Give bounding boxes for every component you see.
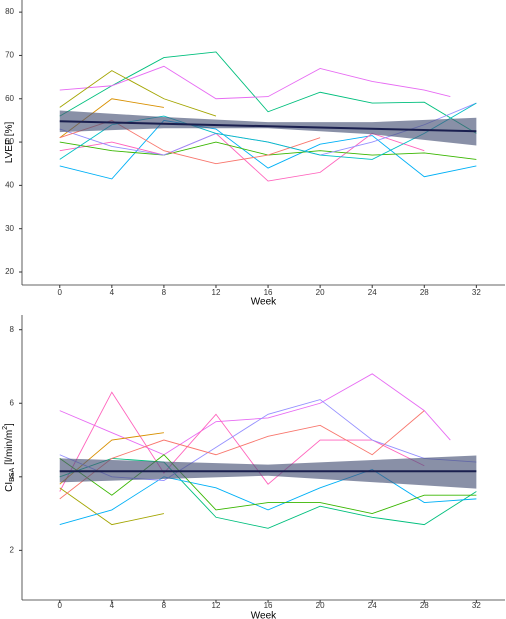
subject-line — [59, 119, 477, 180]
y-axis-title: CIBSA [l/min/m2] — [2, 423, 16, 492]
x-axis-title: Week — [251, 297, 277, 308]
y-title-end: ] — [4, 423, 15, 426]
x-tick-label: 32 — [472, 288, 481, 297]
subject-line — [59, 410, 425, 500]
y-tick-label: 50 — [5, 137, 14, 146]
subject-line — [59, 373, 451, 456]
subject-line — [59, 65, 451, 100]
y-tick-label: 6 — [10, 398, 15, 407]
x-tick-label: 16 — [264, 288, 273, 297]
x-tick-label: 28 — [420, 601, 429, 610]
fit-line — [59, 120, 477, 133]
x-tick-label: 12 — [212, 288, 221, 297]
subject-line — [59, 70, 217, 117]
confidence-band — [59, 110, 477, 146]
y-title-unit: [l/min/m — [4, 430, 15, 465]
y-title-sub: BSA — [9, 468, 16, 482]
y-tick-label: 4 — [10, 472, 15, 481]
x-tick-label: 0 — [58, 288, 63, 297]
subject-line — [59, 454, 477, 515]
x-tick-label: 8 — [162, 601, 167, 610]
x-tick-label: 28 — [420, 288, 429, 297]
x-axis-title: Week — [251, 611, 277, 619]
y-title-main: CI — [4, 482, 15, 492]
x-tick-label: 24 — [368, 601, 377, 610]
x-tick-label: 8 — [162, 288, 167, 297]
subject-line — [59, 391, 425, 492]
x-tick-label: 4 — [110, 601, 115, 610]
x-tick-label: 32 — [472, 601, 481, 610]
subject-line — [59, 51, 477, 134]
y-tick-label: 8 — [10, 325, 15, 334]
y-title-main: LVEF [%] — [4, 122, 15, 164]
subject-line — [59, 468, 477, 526]
y-tick-label: 30 — [5, 224, 14, 233]
subject-line — [59, 132, 425, 182]
y-tick-label: 60 — [5, 94, 14, 103]
y-title-sup: 2 — [2, 426, 9, 430]
y-tick-label: 70 — [5, 51, 14, 60]
subject-line — [59, 487, 164, 526]
x-tick-label: 24 — [368, 288, 377, 297]
x-tick-label: 0 — [58, 601, 63, 610]
x-tick-label: 20 — [316, 601, 325, 610]
subject-line — [59, 457, 477, 529]
y-tick-label: 80 — [5, 7, 14, 16]
x-tick-label: 4 — [110, 288, 115, 297]
x-tick-label: 16 — [264, 601, 273, 610]
x-tick-label: 20 — [316, 288, 325, 297]
y-tick-label: 2 — [10, 545, 15, 554]
x-tick-label: 12 — [212, 601, 221, 610]
y-axis-title: LVEF [%] — [4, 122, 15, 164]
y-tick-label: 20 — [5, 267, 14, 276]
y-tick-label: 40 — [5, 180, 14, 189]
